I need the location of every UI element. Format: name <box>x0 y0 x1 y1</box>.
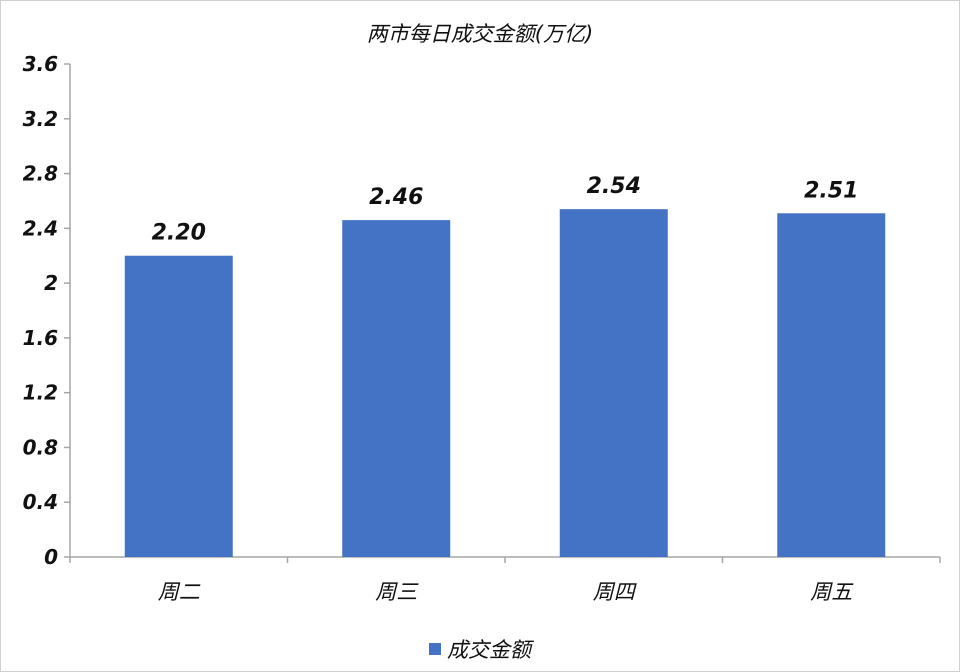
y-tick-label: 2.4 <box>23 216 58 240</box>
bar <box>342 220 451 557</box>
data-label: 2.51 <box>804 178 858 203</box>
data-label: 2.54 <box>587 174 641 199</box>
x-category-label: 周五 <box>810 580 854 604</box>
bar <box>777 213 886 557</box>
legend-label: 成交金额 <box>447 638 531 662</box>
y-tick-label: 0.8 <box>23 435 59 459</box>
y-tick-label: 3.6 <box>23 52 59 76</box>
x-category-label: 周二 <box>158 580 201 604</box>
data-label: 2.46 <box>369 185 423 210</box>
bar <box>124 255 233 557</box>
y-tick-label: 2 <box>44 271 58 295</box>
y-tick-label: 1.2 <box>23 381 58 405</box>
y-tick-label: 1.6 <box>23 326 59 350</box>
legend: 成交金额 <box>0 634 960 664</box>
y-tick-label: 3.2 <box>23 107 58 131</box>
bar <box>559 209 668 557</box>
x-category-label: 周四 <box>593 580 638 604</box>
data-label: 2.20 <box>152 221 206 246</box>
y-tick-label: 0 <box>44 545 58 569</box>
y-tick-label: 0.4 <box>23 490 58 514</box>
legend-swatch <box>429 643 441 655</box>
x-category-label: 周三 <box>375 580 419 604</box>
chart-title: 两市每日成交金额(万亿) <box>366 22 594 46</box>
y-tick-label: 2.8 <box>23 162 59 186</box>
